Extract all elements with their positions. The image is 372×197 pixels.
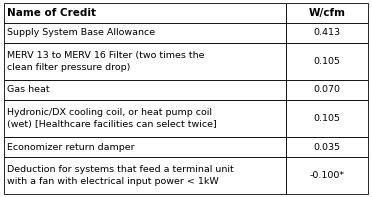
Bar — [4, 80, 286, 100]
Text: Gas heat: Gas heat — [7, 85, 50, 95]
Text: Deduction for systems that feed a terminal unit
with a fan with electrical input: Deduction for systems that feed a termin… — [7, 165, 234, 186]
Bar — [286, 100, 368, 137]
Bar — [286, 43, 368, 80]
Text: Supply System Base Allowance: Supply System Base Allowance — [7, 29, 155, 37]
Bar — [286, 23, 368, 43]
Text: MERV 13 to MERV 16 Filter (two times the
clean filter pressure drop): MERV 13 to MERV 16 Filter (two times the… — [7, 51, 205, 72]
Bar — [4, 43, 286, 80]
Text: 0.035: 0.035 — [313, 142, 340, 151]
Text: Economizer return damper: Economizer return damper — [7, 142, 135, 151]
Text: 0.105: 0.105 — [313, 57, 340, 66]
Bar — [4, 157, 286, 194]
Text: W/cfm: W/cfm — [308, 8, 345, 18]
Bar — [286, 137, 368, 157]
Text: 0.105: 0.105 — [313, 114, 340, 123]
Text: 0.413: 0.413 — [313, 29, 340, 37]
Bar — [4, 137, 286, 157]
Bar — [286, 157, 368, 194]
Bar — [4, 23, 286, 43]
Text: -0.100*: -0.100* — [309, 171, 344, 180]
Bar — [4, 3, 286, 23]
Bar — [286, 80, 368, 100]
Bar — [286, 3, 368, 23]
Text: Name of Credit: Name of Credit — [7, 8, 96, 18]
Text: Hydronic/DX cooling coil, or heat pump coil
(wet) [Healthcare facilities can sel: Hydronic/DX cooling coil, or heat pump c… — [7, 109, 217, 129]
Text: 0.070: 0.070 — [313, 85, 340, 95]
Bar — [4, 100, 286, 137]
